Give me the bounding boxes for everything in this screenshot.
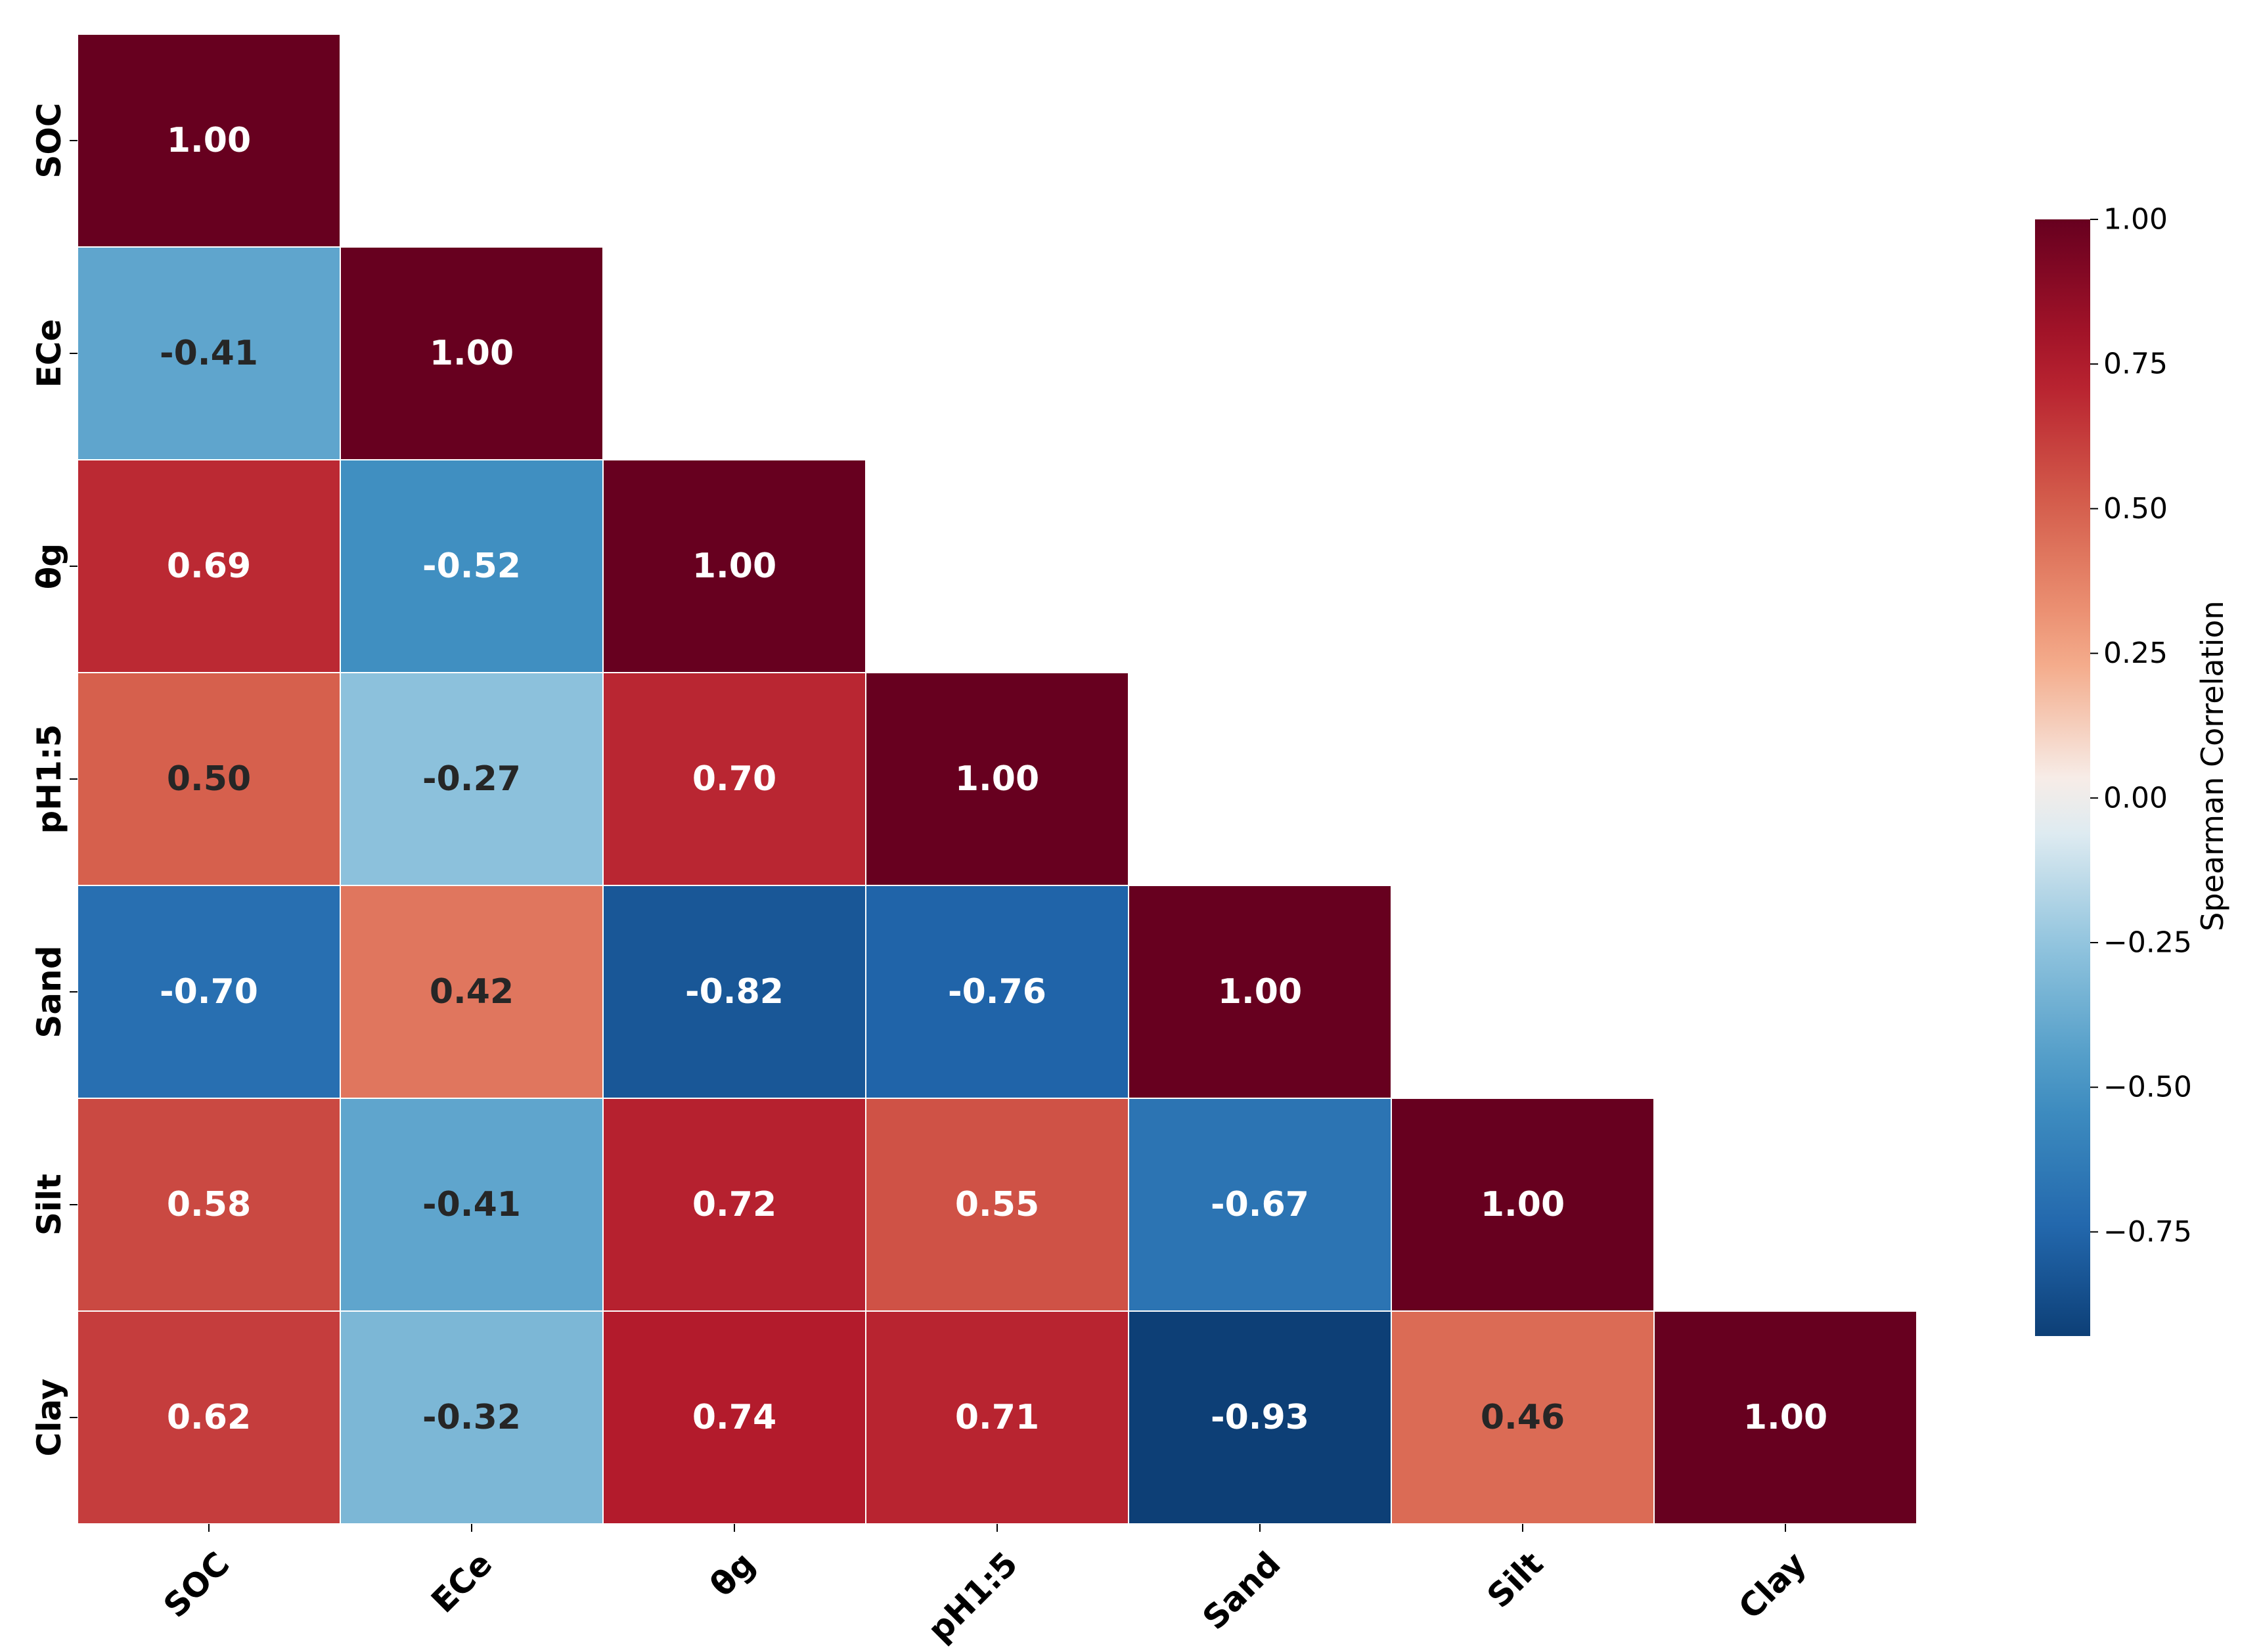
cell-6-4 <box>1128 1310 1392 1525</box>
cell-label-2-0: 0.69 <box>167 547 251 586</box>
y-tick-label-6: Clay <box>30 1379 68 1457</box>
cell-0-0 <box>77 33 341 248</box>
cell-label-4-2: -0.82 <box>685 972 784 1012</box>
cell-label-5-3: 0.55 <box>955 1185 1039 1224</box>
cell-label-5-4: -0.67 <box>1211 1185 1309 1224</box>
x-tick-label-6: Clay <box>1732 1544 1814 1626</box>
cell-label-2-2: 1.00 <box>692 547 776 586</box>
cell-3-3 <box>865 672 1129 886</box>
cell-3-1 <box>340 672 604 886</box>
cell-label-6-1: -0.32 <box>422 1398 521 1437</box>
cell-2-2 <box>602 459 866 673</box>
x-tick-label-4: Sand <box>1196 1544 1288 1637</box>
y-tick-label-0: SOC <box>30 102 68 178</box>
cell-6-5 <box>1391 1310 1655 1525</box>
y-tick-label-3: pH1:5 <box>30 724 68 834</box>
colorbar-tick-label-4: 0.00 <box>2103 781 2168 815</box>
x-tick-label-2: θg <box>703 1544 763 1604</box>
cell-4-3 <box>865 885 1129 1099</box>
cell-4-1 <box>340 885 604 1099</box>
cell-label-3-1: -0.27 <box>422 759 521 799</box>
colorbar-gradient <box>2035 219 2090 1336</box>
cell-4-2 <box>602 885 866 1099</box>
cell-label-5-0: 0.58 <box>167 1185 251 1224</box>
cell-label-0-0: 1.00 <box>167 121 251 160</box>
cell-label-1-1: 1.00 <box>430 334 514 373</box>
colorbar-tick-label-7: −0.75 <box>2103 1215 2192 1249</box>
cell-label-4-1: 0.42 <box>430 972 514 1012</box>
colorbar-tick-label-5: −0.25 <box>2103 926 2192 960</box>
cell-label-6-0: 0.62 <box>167 1398 251 1437</box>
colorbar: 1.00 0.75 0.50 0.25 0.00 −0.25 −0.50 −0.75 Spea… <box>2035 203 2230 1336</box>
cell-5-3 <box>865 1098 1129 1312</box>
cell-label-6-2: 0.74 <box>692 1398 776 1437</box>
x-tick-label-5: Silt <box>1480 1544 1551 1615</box>
cell-label-6-3: 0.71 <box>955 1398 1039 1437</box>
colorbar-tick-label-6: −0.50 <box>2103 1071 2192 1104</box>
colorbar-tick-label-3: 0.25 <box>2103 636 2168 670</box>
cell-1-0 <box>77 246 341 460</box>
cell-5-4 <box>1128 1098 1392 1312</box>
cell-5-2 <box>602 1098 866 1312</box>
colorbar-ticks: 1.00 0.75 0.50 0.25 0.00 −0.25 −0.50 −0.75 <box>2090 203 2192 1249</box>
cell-5-1 <box>340 1098 604 1312</box>
cell-6-1 <box>340 1310 604 1525</box>
colorbar-tick-label-2: 0.50 <box>2103 492 2168 525</box>
cell-label-5-5: 1.00 <box>1481 1185 1565 1224</box>
x-tick-label-3: pH1:5 <box>920 1544 1025 1649</box>
cell-2-0 <box>77 459 341 673</box>
cell-label-3-3: 1.00 <box>955 759 1039 799</box>
cell-label-5-2: 0.72 <box>692 1185 776 1224</box>
cell-label-6-4: -0.93 <box>1211 1398 1309 1437</box>
cell-label-4-0: -0.70 <box>160 972 258 1012</box>
x-axis: SOC ECe θg pH1:5 Sand Silt Clay <box>156 1524 1814 1649</box>
cell-label-5-1: -0.41 <box>422 1185 521 1224</box>
cell-label-4-3: -0.76 <box>948 972 1046 1012</box>
y-tick-label-5: Silt <box>30 1174 68 1236</box>
cell-6-0 <box>77 1310 341 1525</box>
y-axis: SOC ECe θg pH1:5 Sand Silt Clay <box>30 102 78 1456</box>
cell-label-6-6: 1.00 <box>1743 1398 1827 1437</box>
cell-6-6 <box>1653 1310 1917 1525</box>
cell-5-5 <box>1391 1098 1655 1312</box>
cell-1-1 <box>340 246 604 460</box>
y-tick-label-2: θg <box>30 543 68 589</box>
cell-6-3 <box>865 1310 1129 1525</box>
cell-label-6-5: 0.46 <box>1481 1398 1565 1437</box>
cell-label-1-0: -0.41 <box>160 334 258 373</box>
cell-label-3-0: 0.50 <box>167 759 251 799</box>
colorbar-tick-label-1: 0.75 <box>2103 347 2168 381</box>
colorbar-tick-label-0: 1.00 <box>2103 203 2168 236</box>
heatmap-cells: 1.00 -0.41 1.00 0.69 -0.52 1.00 0.50 -0.27 0.70 1… <box>77 33 1917 1525</box>
y-tick-label-4: Sand <box>30 945 68 1038</box>
y-tick-label-1: ECe <box>30 319 68 388</box>
cell-label-2-1: -0.52 <box>422 547 521 586</box>
colorbar-title: Spearman Correlation <box>2195 600 2230 931</box>
cell-label-3-2: 0.70 <box>692 759 776 799</box>
cell-2-1 <box>340 459 604 673</box>
cell-3-0 <box>77 672 341 886</box>
cell-label-4-4: 1.00 <box>1218 972 1302 1012</box>
x-tick-label-1: ECe <box>424 1544 499 1620</box>
cell-4-4 <box>1128 885 1392 1099</box>
x-tick-label-0: SOC <box>156 1544 236 1624</box>
